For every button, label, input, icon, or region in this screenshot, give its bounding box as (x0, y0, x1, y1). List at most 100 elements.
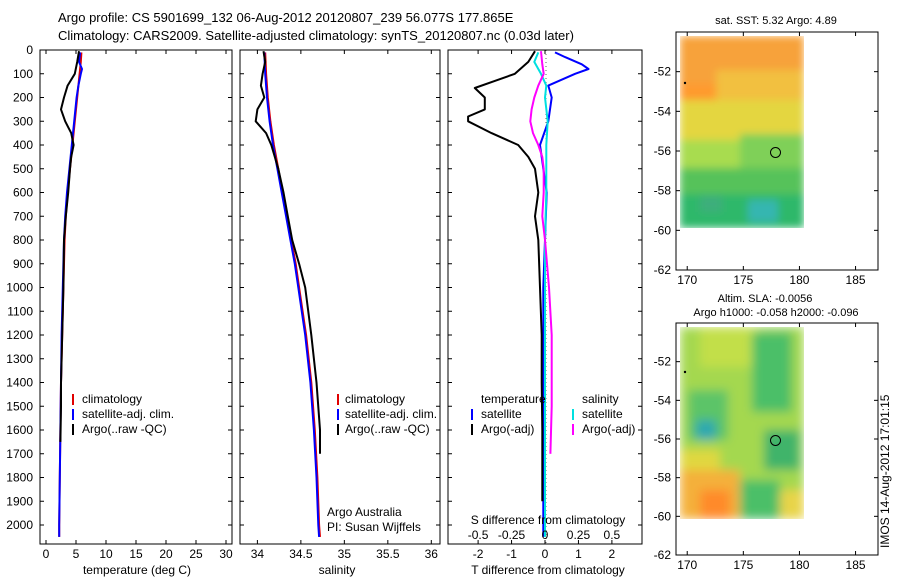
y-tick-label: -52 (654, 355, 672, 369)
sst-x-ticks: 170 175 180 185 (677, 32, 866, 287)
legend-label: Argo(..raw -QC) (82, 422, 167, 436)
timestamp-stamp: IMOS 14-Aug-2012 17:01:15 (878, 394, 892, 548)
legend-label: satellite-adj. clim. (345, 407, 437, 421)
x-tick-top-label: 0.25 (567, 528, 591, 542)
header-line2: Climatology: CARS2009. Satellite-adjuste… (58, 28, 574, 43)
legend-swatch-t-argo (471, 424, 473, 435)
header-line1: Argo profile: CS 5901699_132 06-Aug-2012… (58, 10, 514, 25)
y-tick-label: -58 (654, 184, 672, 198)
legend-swatch-satellite (337, 409, 339, 420)
difference-x-ticks-top: -0.5 -0.25 0 0.25 0.5 (468, 528, 621, 542)
y-tick-label: 600 (13, 186, 33, 200)
x-tick-label: 0 (43, 547, 50, 561)
sst-cell (680, 194, 804, 228)
x-tick-label: 175 (733, 558, 753, 572)
y-tick-label: 1300 (6, 352, 33, 366)
x-tick-label: 1 (575, 547, 582, 561)
sst-cell (740, 134, 804, 174)
temperature-frame (39, 49, 233, 545)
x-tick-label: 34 (251, 547, 265, 561)
x-tick-label: 35 (338, 547, 352, 561)
legend-swatch-climatology (72, 394, 74, 405)
y-tick-label: 100 (13, 67, 33, 81)
y-tick-label: 0 (26, 43, 33, 57)
sla-title: Altim. SLA: -0.0056 (718, 293, 813, 305)
y-tick-label: -60 (654, 223, 672, 237)
series-line (59, 51, 80, 442)
sla-cell (700, 327, 760, 367)
salinity-y-ticks (240, 49, 440, 526)
y-tick-label: 400 (13, 138, 33, 152)
x-tick-label: 185 (846, 273, 866, 287)
sst-cell (748, 200, 778, 222)
legend-label: climatology (82, 392, 142, 406)
difference-panel: -2 -1 0 1 2 S difference from climatology -0… (447, 49, 643, 577)
x-tick-label: 0 (542, 547, 549, 561)
series-line (263, 52, 321, 537)
x-tick-label: 10 (99, 547, 113, 561)
y-tick-label: 300 (13, 114, 33, 128)
y-tick-label: 2000 (6, 518, 33, 532)
x-tick-top-label: -0.5 (468, 528, 489, 542)
legend-swatch-t-satellite (471, 409, 473, 420)
legend-swatch-argo (337, 424, 339, 435)
difference-xlabel: T difference from climatology (471, 563, 625, 577)
x-tick-label: 2 (609, 547, 616, 561)
temperature-x-ticks: 0 5 10 15 20 25 30 (43, 50, 233, 561)
x-tick-label: 185 (846, 558, 866, 572)
y-tick-label: 900 (13, 257, 33, 271)
legend-label: satellite (481, 407, 522, 421)
y-tick-label: -58 (654, 471, 672, 485)
x-tick-label: 25 (189, 547, 203, 561)
y-tick-label: 700 (13, 209, 33, 223)
legend-label: climatology (345, 392, 405, 406)
x-tick-label: -2 (473, 547, 484, 561)
y-tick-label: 1000 (6, 281, 33, 295)
sla-cell (696, 420, 716, 440)
y-tick-label: -62 (654, 548, 672, 562)
y-tick-label: -62 (654, 263, 672, 277)
legend-swatch-satellite (72, 409, 74, 420)
salinity-x-ticks: 34 34.5 35 35.5 36 (251, 50, 439, 561)
sla-heatmap (680, 327, 804, 519)
salinity-panel: 34 34.5 35 35.5 36 salinity climatology sate… (239, 49, 441, 577)
legend-label: Argo(-adj) (582, 422, 635, 436)
legend-swatch-s-satellite (572, 409, 574, 420)
temperature-xlabel: temperature (deg C) (83, 563, 191, 577)
sst-cell (680, 140, 740, 170)
y-tick-label: 1800 (6, 471, 33, 485)
x-tick-label: -1 (506, 547, 517, 561)
legend-label: satellite (582, 407, 623, 421)
temperature-panel: 0100200300400500600700800900100011001200… (6, 43, 233, 577)
argo-location-marker (770, 147, 781, 158)
sla-cell (752, 332, 792, 412)
sst-cell (680, 168, 804, 198)
salinity-frame (239, 49, 441, 545)
x-tick-label: 36 (425, 547, 439, 561)
sst-y-ticks: -52 -54 -56 -58 -60 -62 (654, 65, 878, 277)
series-line (467, 50, 544, 502)
sst-heatmap (680, 36, 804, 228)
sla-cell (700, 490, 730, 519)
temperature-y-ticks: 0 100 200 300 400 500 600 700 800 900 1000 1100 1200… (6, 43, 232, 532)
legend-swatch-argo (72, 424, 74, 435)
legend-label: Argo(-adj) (481, 422, 534, 436)
difference-x-ticks: -2 -1 0 1 2 (473, 50, 616, 561)
y-tick-label: 1100 (7, 304, 33, 318)
y-tick-label: 800 (13, 233, 33, 247)
sst-map: sat. SST: 5.32 Argo: 4.89 170 175 180 185 -… (654, 15, 879, 287)
y-tick-label: -60 (654, 509, 672, 523)
y-tick-label: 1500 (6, 399, 33, 413)
sla-subtitle: Argo h1000: -0.058 h2000: -0.096 (693, 307, 858, 319)
x-tick-label: 5 (73, 547, 80, 561)
sla-map: Altim. SLA: -0.0056 Argo h1000: -0.058 h… (654, 293, 879, 572)
salinity-legend: climatology satellite-adj. clim. Argo(..… (337, 392, 437, 436)
y-tick-label: 1600 (6, 423, 33, 437)
x-tick-label: 34.5 (289, 547, 313, 561)
temperature-lines (58, 51, 83, 537)
y-tick-label: 1900 (6, 494, 33, 508)
x-tick-top-label: 0 (542, 528, 549, 542)
legend-heading-temperature: temperature (481, 392, 546, 406)
argo-location-marker (770, 435, 781, 446)
salinity-lines (254, 51, 321, 537)
